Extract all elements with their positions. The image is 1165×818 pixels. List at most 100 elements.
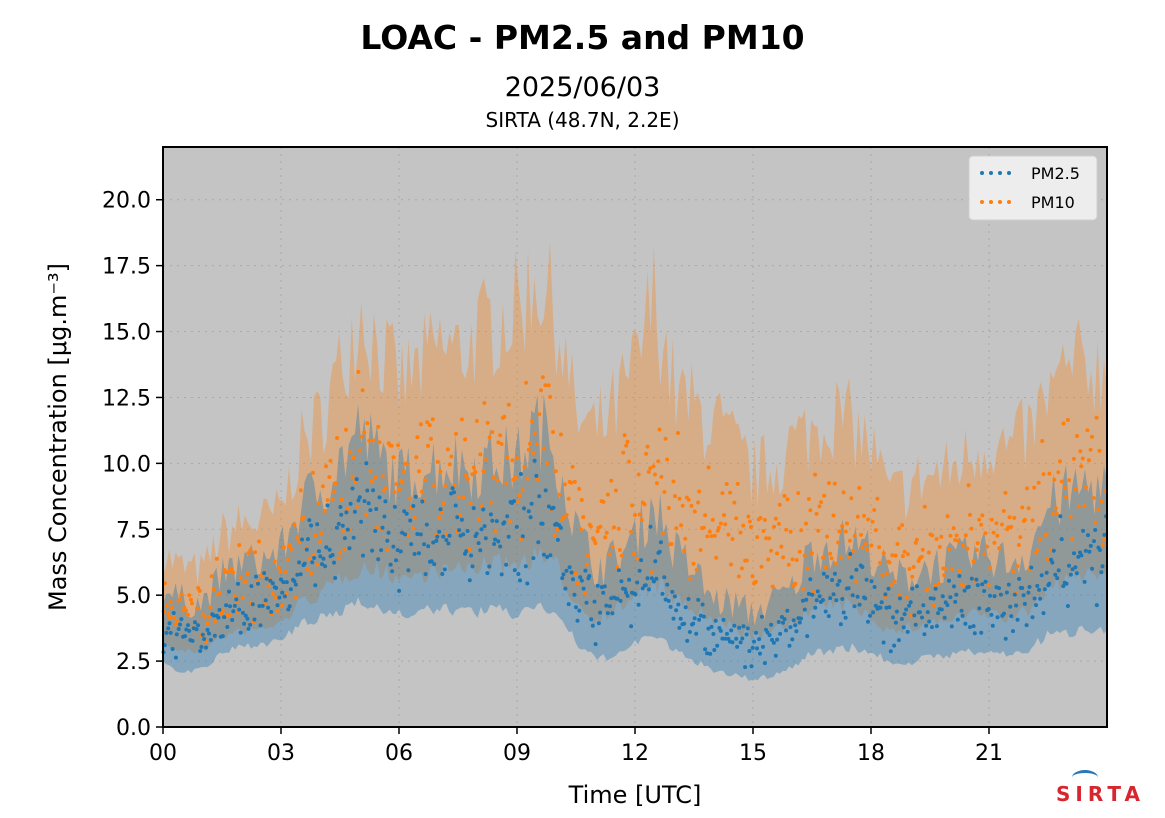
data-point [464,473,468,478]
data-point [413,494,418,499]
data-point [1056,568,1061,573]
data-point [808,508,813,513]
data-point [847,538,852,543]
data-point [633,592,638,597]
data-point [997,586,1001,591]
data-point [164,630,169,635]
data-point [749,525,753,529]
legend-item-pm10: PM10 [980,193,1075,212]
data-point [499,442,504,446]
data-point [767,536,772,541]
data-point [237,607,242,612]
data-point [963,533,968,538]
data-point [895,542,900,546]
data-point [749,664,754,669]
data-point [936,582,941,586]
data-point [461,495,466,500]
data-point [937,544,942,549]
data-point [364,461,369,466]
data-point [873,528,878,533]
data-point [662,490,667,494]
data-point [896,638,901,643]
data-point [524,380,529,385]
data-point [575,618,580,623]
data-point [663,436,668,441]
data-point [417,469,421,474]
data-point [537,494,542,499]
data-point [607,552,612,557]
data-point [208,605,213,610]
data-point [438,507,443,512]
data-point [947,578,951,583]
data-point [799,616,803,621]
data-point [517,493,522,498]
data-point [806,497,811,501]
data-point [404,462,409,467]
data-point [862,513,866,518]
data-point [671,479,676,484]
data-point [904,595,909,600]
data-point [298,572,303,577]
data-point [283,570,288,575]
data-point [604,530,609,535]
data-point [423,478,427,483]
data-point [781,555,786,560]
data-point [1068,514,1073,519]
data-point [811,614,816,619]
data-point [907,603,912,608]
data-point [979,630,984,635]
data-point [950,567,955,571]
data-point [962,588,967,593]
data-point [1058,459,1062,464]
data-point [921,603,926,608]
data-point [666,598,671,603]
data-point [875,496,880,501]
data-point [665,457,670,462]
data-point [1032,596,1037,601]
data-point [651,464,656,469]
data-point [185,612,190,617]
data-point [949,624,954,629]
data-point [696,500,701,505]
data-point [846,586,851,591]
data-point [170,647,175,651]
legend-marker [1007,171,1011,175]
data-point [908,600,913,605]
data-point [469,553,474,558]
data-point [689,503,694,508]
data-point [617,548,622,552]
data-point [1094,603,1099,608]
data-point [986,583,991,588]
data-point [374,507,379,511]
data-point [837,529,842,534]
data-point [832,571,837,576]
data-point [960,613,965,618]
data-point [186,623,190,628]
data-point [775,551,779,556]
data-point [461,532,466,537]
data-point [1011,629,1015,634]
data-point [928,596,933,601]
legend-marker [980,200,984,204]
data-point [948,533,953,538]
data-point [828,551,833,556]
data-point [569,480,574,485]
data-point [1102,537,1107,542]
data-point [534,473,539,478]
data-point [298,488,303,493]
data-point [787,643,792,648]
data-point [678,616,683,621]
data-point [613,488,618,493]
data-point [176,627,181,631]
data-point [322,509,327,514]
data-point [295,535,300,540]
data-point [887,560,892,565]
data-point [746,514,751,519]
data-point [546,383,551,388]
data-point [930,533,935,538]
data-point [400,530,405,535]
data-point [869,543,874,548]
data-point [534,442,539,447]
data-point [605,611,610,616]
